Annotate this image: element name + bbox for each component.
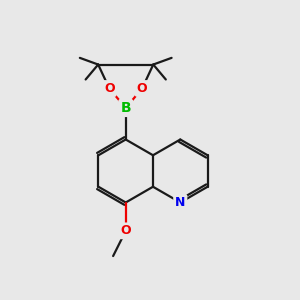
Text: B: B — [120, 101, 131, 115]
Text: O: O — [120, 224, 131, 237]
Text: N: N — [175, 196, 185, 209]
Text: O: O — [137, 82, 147, 95]
Text: O: O — [104, 82, 115, 95]
